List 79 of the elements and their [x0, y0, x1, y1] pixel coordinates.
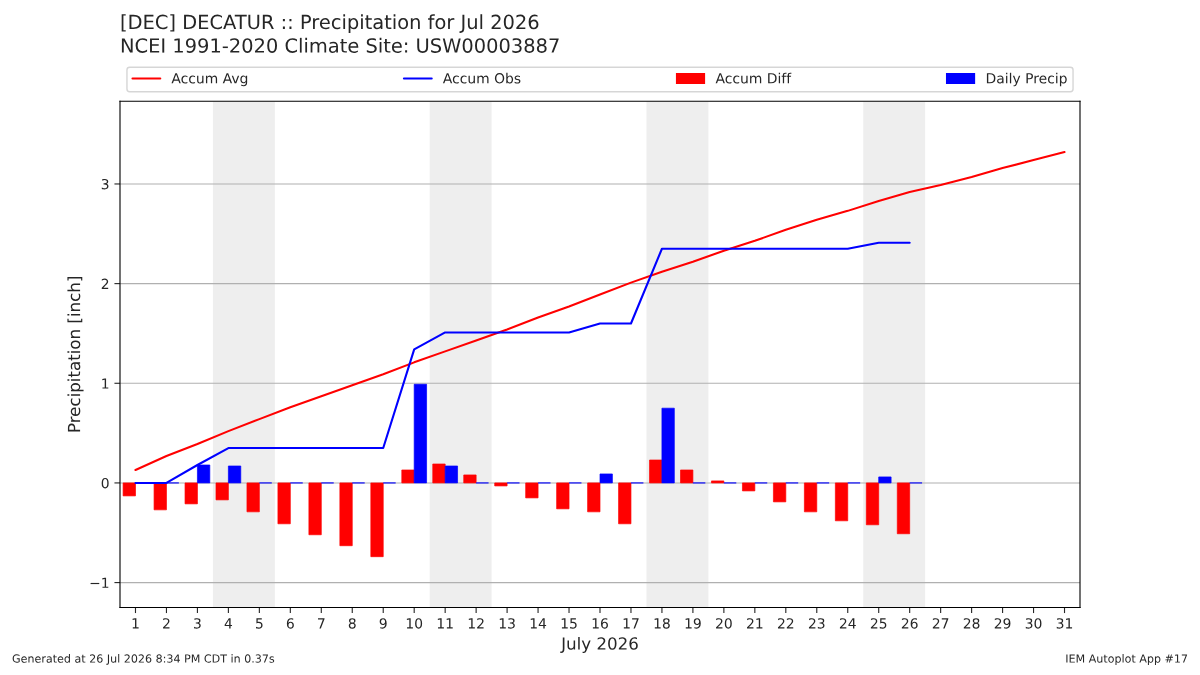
bar: [494, 482, 508, 487]
legend-label: Accum Avg: [171, 73, 248, 87]
x-tick-label: 21: [747, 618, 763, 629]
x-tick-label: 17: [623, 618, 639, 629]
bar: [556, 482, 570, 510]
y-tick-label: 0: [101, 477, 109, 489]
bar: [742, 482, 756, 492]
bar: [401, 469, 415, 484]
bar: [661, 407, 675, 484]
x-tick-label: 22: [777, 618, 794, 629]
x-tick-label: 16: [592, 618, 608, 629]
bar: [339, 482, 353, 547]
text: IEM Autoplot App #17: [1066, 654, 1188, 665]
line-series: [134, 151, 1066, 472]
x-tick-label: 20: [716, 618, 732, 629]
x-tick-label: 10: [406, 618, 423, 629]
bar: [878, 476, 892, 484]
bar: [463, 474, 477, 484]
line-series: [134, 241, 911, 484]
x-tick-label: 27: [932, 618, 949, 629]
x-tick-label: 19: [685, 618, 701, 629]
bar: [215, 482, 229, 501]
bar: [153, 482, 167, 511]
y-tick-label: 2: [101, 278, 109, 289]
bar: [896, 482, 911, 535]
x-tick-label: 1: [132, 618, 139, 629]
chart-title: [DEC] DECATUR :: Precipitation for Jul 2026: [121, 14, 539, 34]
x-tick-label: 2: [163, 618, 170, 629]
bar: [835, 482, 849, 522]
x-tick-label: 11: [437, 618, 453, 629]
legend-label: Accum Diff: [715, 72, 792, 84]
x-tick-label: 28: [963, 618, 980, 629]
bar: [432, 463, 446, 484]
x-tick-label: 30: [1025, 618, 1042, 629]
x-tick-label: 3: [194, 618, 201, 629]
y-tick-label: −1: [90, 577, 109, 588]
y-tick-label: 3: [101, 178, 109, 190]
x-tick-label: 13: [499, 618, 515, 629]
bar: [277, 482, 291, 525]
x-tick-label: 25: [870, 618, 887, 629]
bar: [308, 482, 322, 536]
bar: [370, 482, 384, 558]
x-tick-label: 9: [379, 618, 387, 629]
chart-subtitle: NCEI 1991-2020 Climate Site: USW00003887: [121, 37, 559, 53]
x-tick-label: 4: [224, 618, 233, 629]
bar: [587, 482, 601, 513]
x-tick-label: 23: [808, 618, 825, 629]
x-tick-label: 8: [348, 618, 356, 629]
x-tick-label: 24: [839, 618, 856, 629]
x-tick-label: 12: [468, 618, 484, 629]
bar: [444, 465, 458, 484]
x-tick-label: 5: [256, 618, 263, 629]
bar: [228, 465, 242, 484]
bar: [865, 482, 880, 526]
bar: [599, 473, 613, 484]
text: Generated at 26 Jul 2026 8:34 PM CDT in 0.37s: [12, 654, 275, 665]
bar: [246, 482, 260, 513]
bar: [122, 482, 136, 497]
legend-label: Daily Precip: [986, 72, 1067, 87]
bar: [649, 459, 663, 484]
bar: [525, 482, 539, 499]
x-tick-label: 18: [654, 618, 670, 629]
y-tick-label: 1: [102, 378, 109, 389]
bar: [804, 482, 818, 513]
x-tick-label: 31: [1056, 618, 1073, 629]
x-tick-label: 14: [530, 618, 547, 629]
y-axis-title: Precipitation [inch]: [67, 277, 84, 432]
bar: [184, 482, 198, 505]
x-tick-label: 7: [318, 618, 325, 629]
legend-label: Accum Obs: [442, 72, 521, 84]
bar: [618, 482, 632, 525]
bar: [680, 469, 694, 484]
x-axis-title: July 2026: [560, 636, 638, 654]
x-tick-label: 26: [901, 618, 918, 629]
bar: [413, 383, 427, 484]
bar: [773, 482, 787, 503]
x-tick-label: 15: [561, 618, 577, 629]
x-tick-label: 29: [994, 618, 1011, 629]
x-tick-label: 6: [286, 618, 294, 629]
